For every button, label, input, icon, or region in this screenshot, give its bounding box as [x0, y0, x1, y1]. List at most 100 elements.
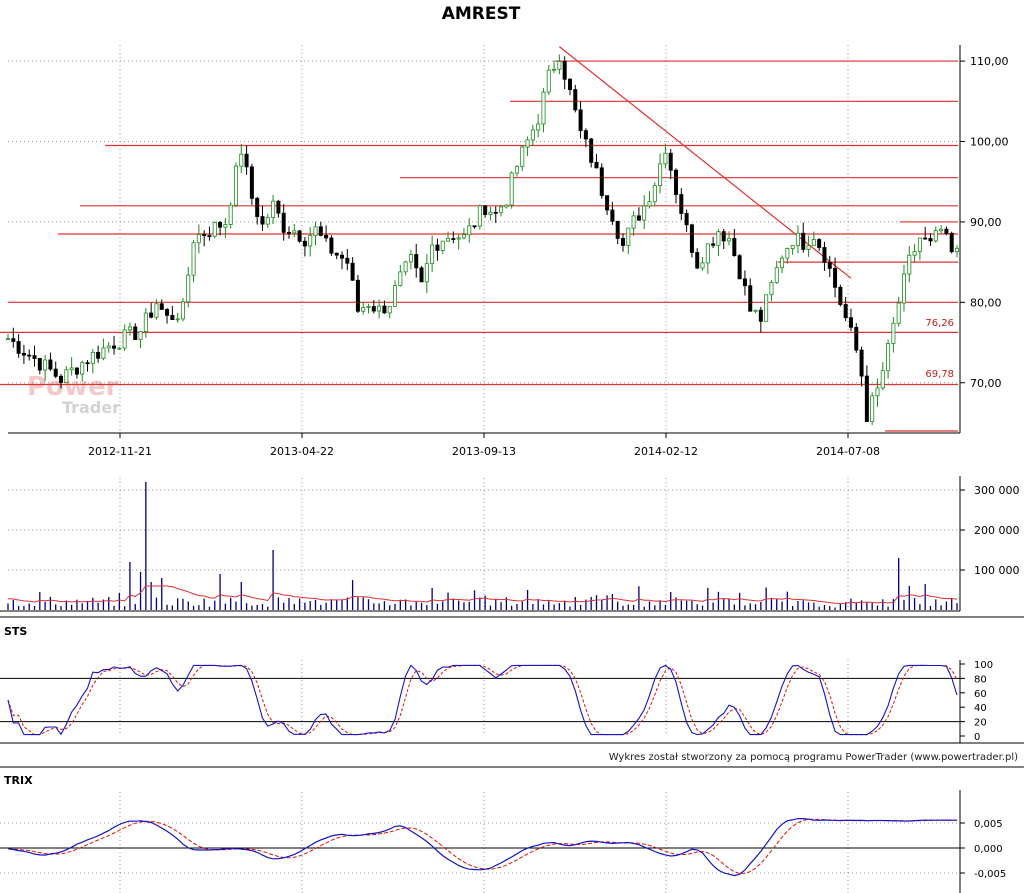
price-ytick-label-1: 80,00: [970, 296, 1002, 309]
candle-body-95: [509, 172, 514, 206]
watermark-line1: Power: [27, 372, 119, 402]
candle-body-22: [122, 329, 127, 349]
candle-body-118: [631, 215, 636, 229]
candle-body-58: [313, 226, 318, 236]
candle-body-137: [732, 237, 737, 256]
chart-title: AMREST: [442, 4, 521, 24]
candle-body-91: [488, 211, 493, 215]
sts-ytick-label-4: 80: [974, 674, 987, 685]
candle-body-56: [302, 240, 307, 247]
sts-ytick-label-3: 60: [974, 689, 987, 700]
candle-body-126: [674, 169, 679, 195]
candle-body-105: [562, 61, 567, 80]
candle-body-60: [324, 235, 329, 239]
candle-body-35: [191, 242, 196, 276]
sts-signal-line: [7, 664, 958, 736]
candle-body-71: [382, 305, 387, 314]
candle-body-135: [721, 231, 726, 242]
candle-body-36: [196, 234, 201, 244]
candle-body-142: [758, 309, 763, 322]
candle-body-21: [117, 347, 122, 350]
candle-body-108: [578, 109, 583, 132]
trix-signal-line: [7, 818, 957, 874]
candle-body-41: [223, 224, 228, 228]
candle-body-37: [202, 234, 207, 237]
candle-body-24: [133, 326, 138, 341]
level-label-76: 76,26: [925, 318, 954, 329]
candle-body-143: [764, 294, 769, 322]
candle-body-97: [520, 146, 525, 167]
candle-body-48: [260, 216, 265, 225]
candle-body-139: [742, 278, 747, 287]
candle-body-170: [907, 254, 912, 275]
candle-body-107: [573, 89, 578, 111]
date-tick-label-1: 2013-04-22: [270, 445, 334, 458]
candle-body-61: [329, 237, 334, 254]
candle-body-39: [212, 222, 217, 237]
candle-body-166: [886, 342, 891, 372]
candle-body-151: [806, 245, 811, 250]
candle-body-73: [393, 285, 398, 307]
candle-body-31: [170, 314, 175, 321]
candle-body-54: [292, 230, 297, 234]
candle-body-110: [589, 138, 594, 163]
candle-body-125: [668, 152, 673, 171]
level-label-69: 69,78: [925, 369, 954, 380]
candle-body-106: [567, 78, 572, 90]
trix-y-ticks: -0,005 0,000 0,005: [960, 819, 1006, 880]
candle-body-150: [801, 232, 806, 250]
candle-body-40: [218, 222, 223, 228]
candle-body-136: [727, 237, 732, 242]
candle-body-6: [37, 358, 42, 371]
candle-body-82: [440, 240, 445, 251]
candle-body-111: [594, 161, 599, 169]
candle-body-90: [483, 205, 488, 215]
candle-body-103: [552, 68, 557, 71]
candle-body-62: [334, 252, 339, 256]
candle-body-72: [387, 305, 392, 314]
candle-body-53: [286, 231, 291, 234]
candle-body-81: [435, 244, 440, 251]
sts-ytick-label-2: 40: [974, 703, 987, 714]
candle-body-47: [255, 197, 260, 217]
candle-body-49: [265, 217, 270, 225]
candle-body-113: [605, 195, 610, 211]
watermark-line2: Trader: [62, 398, 120, 417]
candle-body-12: [69, 367, 74, 371]
trend-line: [559, 46, 852, 279]
candle-body-84: [451, 238, 456, 240]
trix-grid: [0, 792, 960, 893]
candle-body-140: [748, 285, 753, 312]
candle-body-77: [414, 254, 419, 269]
candle-body-7: [43, 359, 48, 371]
candle-body-177: [944, 228, 949, 234]
candle-body-147: [785, 248, 790, 259]
date-x-ticks: 2012-11-21 2013-04-22 2013-09-13 2014-02-12…: [88, 433, 880, 458]
candle-body-66: [355, 279, 360, 312]
candle-body-123: [658, 163, 663, 187]
candle-body-144: [769, 282, 774, 296]
candle-body-79: [424, 263, 429, 283]
candle-body-44: [239, 153, 244, 167]
candle-body-74: [398, 271, 403, 286]
candle-body-42: [228, 204, 233, 225]
candle-body-149: [795, 232, 800, 246]
candle-body-80: [430, 244, 435, 265]
candle-body-11: [64, 369, 69, 383]
candle-body-86: [461, 234, 466, 239]
candle-body-89: [477, 205, 482, 227]
candle-body-67: [361, 307, 366, 312]
candle-body-13: [74, 367, 79, 375]
candle-body-176: [939, 228, 944, 232]
candle-body-167: [891, 322, 896, 344]
candle-body-100: [536, 123, 541, 131]
candle-body-78: [419, 267, 424, 283]
candle-body-159: [848, 317, 853, 328]
candle-body-87: [467, 225, 472, 236]
candle-body-25: [138, 331, 143, 341]
candle-body-9: [53, 368, 58, 377]
candle-body-38: [207, 235, 212, 238]
candle-body-29: [159, 303, 164, 310]
candle-body-101: [541, 91, 546, 125]
